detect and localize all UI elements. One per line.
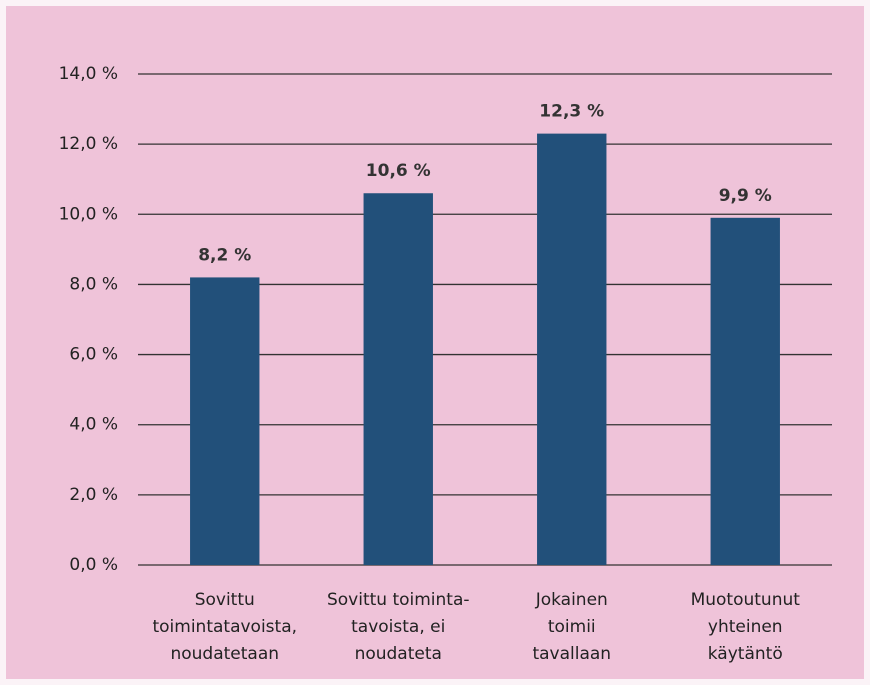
x-tick-label: Jokainen toimii tavallaan	[532, 590, 611, 664]
x-tick-label: Muotoutunut yhteinen käytäntö	[691, 590, 801, 664]
value-label: 8,2 %	[198, 245, 251, 265]
y-tick-label: 0,0 %	[69, 555, 118, 575]
value-label: 10,6 %	[366, 161, 431, 181]
bar	[537, 133, 607, 565]
y-tick-label: 4,0 %	[69, 415, 118, 435]
y-tick-label: 6,0 %	[69, 345, 118, 365]
value-label: 12,3 %	[539, 102, 604, 122]
y-tick-label: 2,0 %	[69, 485, 118, 505]
y-tick-label: 14,0 %	[59, 64, 118, 84]
bar	[363, 193, 433, 565]
y-tick-label: 12,0 %	[59, 134, 118, 154]
y-tick-label: 10,0 %	[59, 204, 118, 224]
x-tick-label: Sovittu toiminta-tavoista, ei noudateta	[327, 590, 470, 664]
value-label: 9,9 %	[719, 186, 772, 206]
bar	[190, 277, 260, 565]
bar	[710, 217, 780, 566]
y-tick-label: 8,0 %	[69, 274, 118, 294]
x-tick-label: Sovittu toimintatavoista, noudatetaan	[152, 590, 297, 664]
